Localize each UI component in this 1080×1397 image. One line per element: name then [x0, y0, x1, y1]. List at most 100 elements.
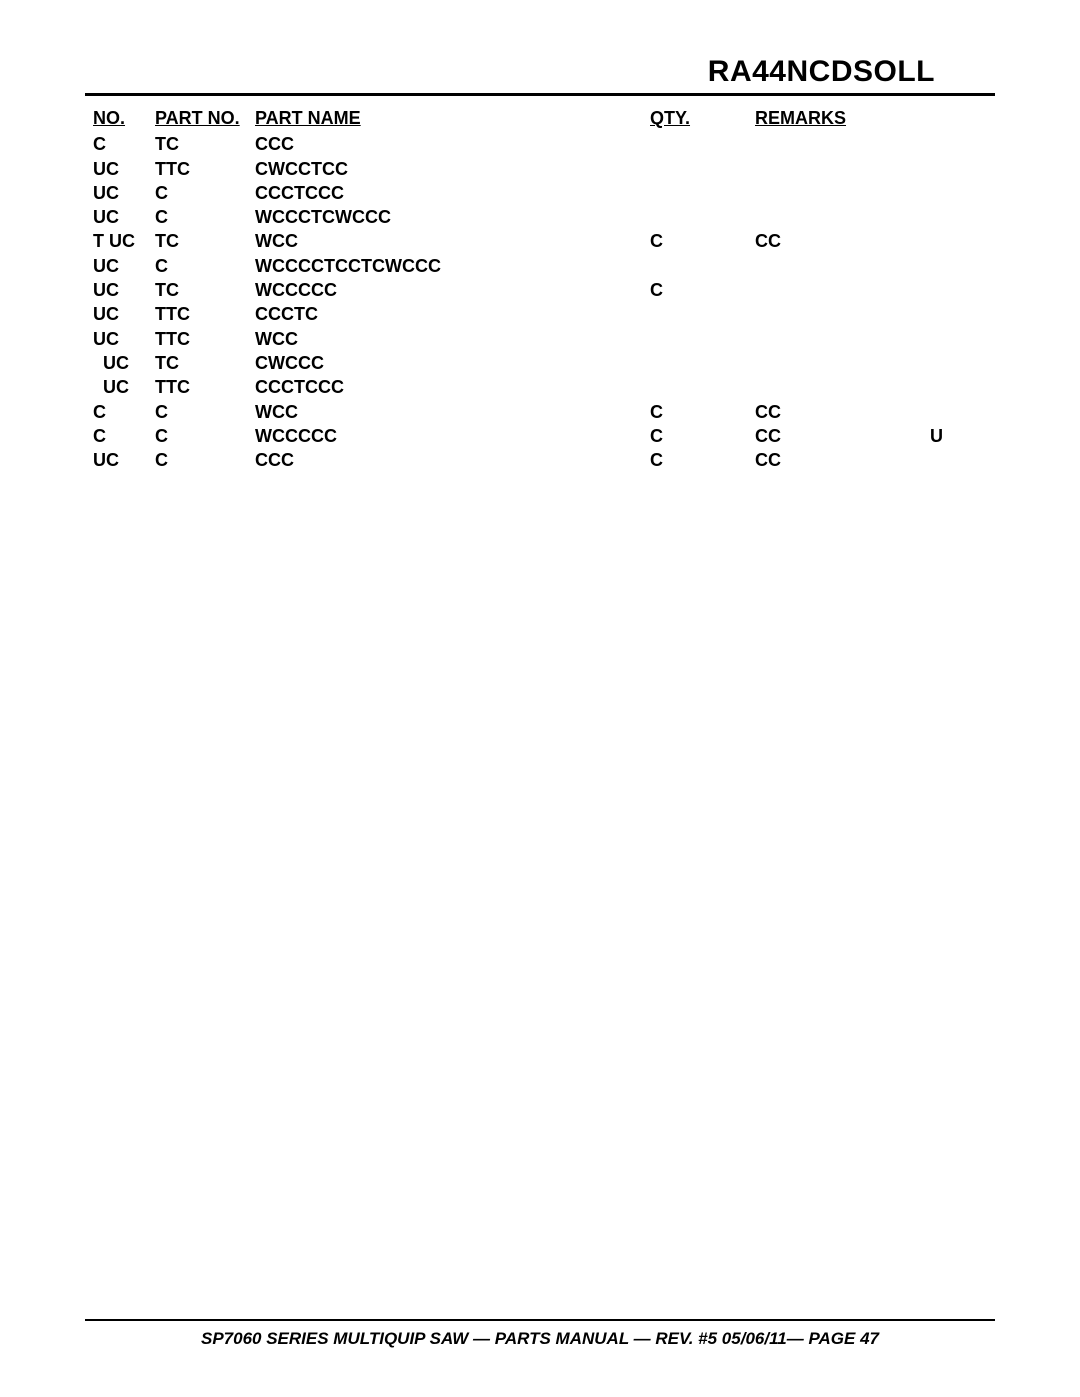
cell-partno: C — [155, 448, 255, 472]
cell-partname: WCCCCC — [255, 278, 650, 302]
cell-remarks: CC — [755, 424, 930, 448]
cell-extra — [930, 157, 960, 181]
cell-qty — [650, 351, 755, 375]
cell-no: C — [85, 132, 155, 156]
table-row: UCCCCCTCCC — [85, 181, 995, 205]
table-row: UCCWCCCTCWCCC — [85, 205, 995, 229]
header-remarks: Remarks — [755, 106, 930, 130]
cell-remarks: CC — [755, 229, 930, 253]
table-row: UCTCWCCCCCC — [85, 278, 995, 302]
cell-no: UC — [85, 181, 155, 205]
cell-remarks — [755, 181, 930, 205]
table-row: UCTTCWCC — [85, 327, 995, 351]
cell-no: UC — [85, 278, 155, 302]
table-row: UCTTCCWCCTCC — [85, 157, 995, 181]
cell-partno: C — [155, 424, 255, 448]
table-header: No. Part No. Part Name Qty. Remarks — [85, 106, 995, 130]
cell-partno: C — [155, 181, 255, 205]
table-row: UCCCCCCCC — [85, 448, 995, 472]
cell-qty: C — [650, 229, 755, 253]
cell-no: C — [85, 424, 155, 448]
table-row: CCWCCCCCCCCU — [85, 424, 995, 448]
cell-extra — [930, 327, 960, 351]
cell-extra — [930, 375, 960, 399]
header-qty: Qty. — [650, 106, 755, 130]
cell-partno: TC — [155, 132, 255, 156]
cell-partno: TTC — [155, 327, 255, 351]
cell-qty — [650, 375, 755, 399]
cell-partname: WCCCCC — [255, 424, 650, 448]
cell-partname: CCCTCCC — [255, 181, 650, 205]
cell-remarks — [755, 351, 930, 375]
cell-qty — [650, 254, 755, 278]
cell-partname: CCC — [255, 132, 650, 156]
cell-partno: C — [155, 254, 255, 278]
cell-partno: TTC — [155, 157, 255, 181]
cell-partname: CWCCTCC — [255, 157, 650, 181]
cell-extra: U — [930, 424, 960, 448]
cell-no: UC — [85, 448, 155, 472]
cell-partno: TC — [155, 229, 255, 253]
cell-qty — [650, 327, 755, 351]
cell-no: UC — [85, 157, 155, 181]
table-row: UCTCCWCCC — [85, 351, 995, 375]
cell-no: T UC — [85, 229, 155, 253]
cell-extra — [930, 254, 960, 278]
cell-no: UC — [85, 351, 155, 375]
page-footer: SP7060 SERIES MULTIQUIP SAW — PARTS MANU… — [85, 1319, 995, 1349]
cell-no: C — [85, 400, 155, 424]
cell-partno: TTC — [155, 302, 255, 326]
cell-no: UC — [85, 375, 155, 399]
cell-partname: WCC — [255, 229, 650, 253]
cell-partno: TTC — [155, 375, 255, 399]
table-row: UCTTCCCCTC — [85, 302, 995, 326]
cell-remarks — [755, 375, 930, 399]
cell-partname: WCCCCTCCTCWCCC — [255, 254, 650, 278]
cell-extra — [930, 400, 960, 424]
cell-qty: C — [650, 278, 755, 302]
cell-remarks — [755, 327, 930, 351]
cell-qty — [650, 205, 755, 229]
cell-remarks — [755, 157, 930, 181]
cell-partname: CWCCC — [255, 351, 650, 375]
cell-extra — [930, 278, 960, 302]
cell-extra — [930, 302, 960, 326]
cell-no: UC — [85, 254, 155, 278]
cell-qty: C — [650, 424, 755, 448]
cell-partname: CCCTCCC — [255, 375, 650, 399]
cell-remarks — [755, 278, 930, 302]
cell-no: UC — [85, 302, 155, 326]
cell-partname: CCCTC — [255, 302, 650, 326]
cell-partno: TC — [155, 351, 255, 375]
cell-qty — [650, 132, 755, 156]
header-partname: Part Name — [255, 106, 650, 130]
cell-remarks — [755, 254, 930, 278]
cell-extra — [930, 448, 960, 472]
cell-extra — [930, 181, 960, 205]
table-row: CCWCCCCC — [85, 400, 995, 424]
cell-qty: C — [650, 448, 755, 472]
cell-remarks — [755, 205, 930, 229]
cell-partno: TC — [155, 278, 255, 302]
cell-qty — [650, 302, 755, 326]
page-title: RA44NCDSOLL — [85, 55, 995, 89]
cell-remarks: CC — [755, 448, 930, 472]
cell-no: UC — [85, 327, 155, 351]
cell-remarks: CC — [755, 400, 930, 424]
cell-extra — [930, 351, 960, 375]
cell-partname: CCC — [255, 448, 650, 472]
cell-qty — [650, 181, 755, 205]
cell-partname: WCCCTCWCCC — [255, 205, 650, 229]
cell-qty: C — [650, 400, 755, 424]
cell-partname: WCC — [255, 327, 650, 351]
header-no: No. — [85, 106, 155, 130]
cell-extra — [930, 229, 960, 253]
header-partno: Part No. — [155, 106, 255, 130]
cell-partno: C — [155, 400, 255, 424]
cell-qty — [650, 157, 755, 181]
parts-table: No. Part No. Part Name Qty. Remarks CTCC… — [85, 106, 995, 472]
cell-extra — [930, 205, 960, 229]
cell-remarks — [755, 132, 930, 156]
cell-partno: C — [155, 205, 255, 229]
table-row: UCTTCCCCTCCC — [85, 375, 995, 399]
